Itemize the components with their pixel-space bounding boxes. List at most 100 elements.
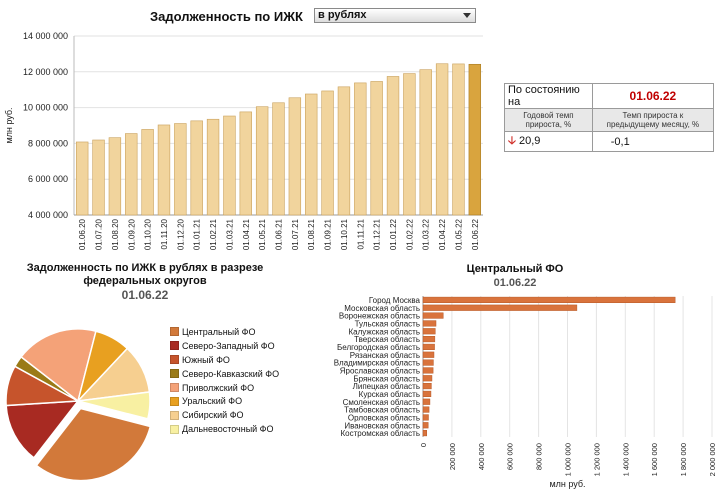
- bar: [141, 129, 154, 216]
- bar: [255, 106, 269, 216]
- bar: [422, 312, 444, 319]
- x-tick-label: 01.07.20: [95, 218, 104, 250]
- bar: [125, 133, 138, 216]
- legend-item: Сибирский ФО: [170, 408, 279, 422]
- x-tick-label: 01.08.21: [307, 218, 316, 250]
- region-bar-chart: 0 200 000 400 000 600 000 800 000 1 000 000 1 …: [334, 296, 717, 489]
- legend-swatch: [170, 424, 179, 434]
- x-tick-label: 800 000: [535, 443, 544, 470]
- x-tick-label: 01.09.21: [324, 218, 333, 250]
- x-tick-label: 01.05.21: [258, 218, 267, 250]
- y-tick-label: Смоленская область: [343, 398, 420, 407]
- legend-label: Уральский ФО: [182, 396, 243, 407]
- legend-item: Южный ФО: [170, 353, 279, 367]
- legend-swatch: [170, 327, 179, 337]
- monthly-growth-value: -0,1: [591, 131, 715, 152]
- y-tick-label: Тверская область: [354, 335, 420, 344]
- legend-swatch: [170, 355, 179, 365]
- pie-legend: Центральный ФО Северо-Западный ФО Южный ФО…: [170, 325, 279, 436]
- bar: [386, 76, 400, 216]
- x-tick-label: 01.04.21: [242, 218, 251, 250]
- y-tick-label: Костромская область: [341, 429, 420, 438]
- bar: [422, 343, 435, 350]
- as-of-label: По состоянию на: [504, 83, 593, 109]
- bar: [272, 102, 285, 216]
- x-tick-label: 01.10.20: [144, 218, 153, 250]
- bar: [422, 383, 432, 390]
- bar: [321, 90, 334, 216]
- legend-label: Южный ФО: [182, 354, 230, 365]
- bar: [157, 124, 171, 216]
- x-tick-label: 1 200 000: [592, 443, 601, 476]
- x-tick-label: 1 600 000: [650, 443, 659, 476]
- y-tick-label: Рязанская область: [350, 351, 420, 360]
- main-chart-title: Задолженность по ИЖК: [150, 9, 303, 24]
- y-tick-label: Владимирская область: [334, 359, 420, 368]
- x-tick-label: 400 000: [477, 443, 486, 470]
- chevron-down-icon[interactable]: [463, 13, 471, 18]
- annual-growth-value: 20,9: [518, 135, 541, 147]
- bar: [422, 422, 429, 429]
- bar: [422, 375, 433, 382]
- bar: [419, 69, 432, 216]
- bar: [422, 414, 429, 421]
- y-tick-label: Московская область: [344, 304, 420, 313]
- y-tick-label: Ивановская область: [344, 421, 420, 430]
- currency-select-value: в рублях: [318, 9, 367, 21]
- bar: [422, 328, 436, 335]
- bar: [422, 336, 436, 343]
- legend-swatch: [170, 341, 179, 351]
- hbar-chart-title: Центральный ФО: [466, 263, 564, 275]
- x-tick-label: 600 000: [506, 443, 515, 470]
- x-tick-label: 01.03.22: [422, 218, 431, 250]
- legend-swatch: [170, 383, 179, 392]
- pie-chart-date: 01.06.22: [121, 288, 169, 302]
- bar: [422, 430, 428, 437]
- bar: [468, 63, 482, 216]
- legend-item: Дальневосточный ФО: [170, 422, 279, 436]
- x-tick-label: 01.09.20: [127, 218, 136, 250]
- x-tick-label: 01.12.20: [176, 218, 185, 250]
- down-arrow-icon: 🡣: [508, 135, 516, 147]
- legend-item: Уральский ФО: [170, 394, 279, 408]
- x-tick-label: 01.06.20: [78, 218, 87, 250]
- legend-label: Дальневосточный ФО: [182, 424, 274, 435]
- annual-growth-header: Годовой темп прироста, %: [504, 108, 593, 132]
- bar: [422, 398, 431, 405]
- bar: [337, 86, 351, 216]
- legend-swatch: [170, 396, 179, 406]
- bar: [422, 359, 434, 366]
- y-tick-label: Брянская область: [353, 374, 420, 383]
- y-tick-label: 4 000 000: [28, 210, 68, 220]
- y-tick-label: 10 000 000: [23, 103, 68, 113]
- x-tick-label: 01.01.22: [389, 218, 398, 250]
- x-tick-label: 01.04.22: [438, 218, 447, 250]
- y-tick-label: 12 000 000: [23, 67, 68, 77]
- bar: [452, 63, 465, 216]
- bar: [354, 82, 367, 216]
- bar: [206, 118, 220, 216]
- legend-label: Центральный ФО: [182, 326, 256, 337]
- x-tick-label: 1 800 000: [679, 443, 688, 476]
- bar: [239, 111, 252, 216]
- pie-slice: [5, 400, 80, 459]
- x-tick-label: 1 000 000: [564, 443, 573, 476]
- as-of-date: 01.06.22: [591, 83, 715, 109]
- pie-slice: [77, 391, 151, 420]
- bar: [305, 93, 318, 216]
- bar: [422, 296, 676, 303]
- y-tick-label: 8 000 000: [28, 138, 68, 148]
- x-tick-label: 01.10.21: [340, 218, 349, 250]
- legend-label: Приволжский ФО: [182, 382, 255, 393]
- currency-select[interactable]: в рублях: [314, 8, 476, 23]
- monthly-growth-header: Темп прироста к предыдущему месяцу, %: [591, 108, 715, 132]
- x-tick-label: 01.07.21: [291, 218, 300, 250]
- bar: [403, 73, 416, 216]
- legend-item: Центральный ФО: [170, 325, 279, 339]
- x-tick-label: 01.02.22: [405, 218, 414, 250]
- x-axis-label: млн руб.: [549, 479, 585, 489]
- bar: [435, 63, 449, 216]
- legend-item: Северо-Западный ФО: [170, 339, 279, 353]
- y-axis-label: млн руб.: [4, 107, 14, 143]
- x-tick-label: 01.06.21: [275, 218, 284, 250]
